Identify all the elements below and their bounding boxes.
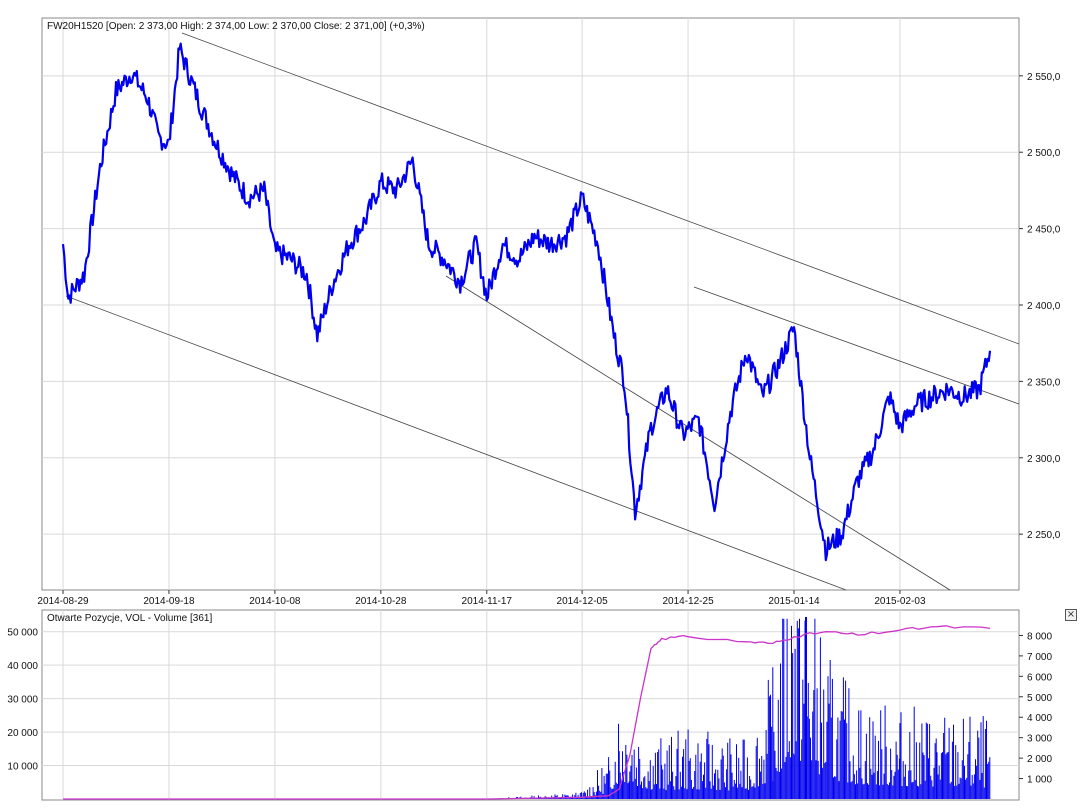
price-x-tick-label: 2014-09-18: [143, 596, 195, 607]
close-icon[interactable]: ×: [1065, 609, 1077, 621]
price-x-tick-label: 2015-02-03: [874, 596, 926, 607]
volume-tick-label: 3 000: [1027, 734, 1052, 745]
trend-line: [445, 275, 951, 591]
price-x-tick-label: 2015-01-14: [768, 596, 820, 607]
price-y-tick-label: 2 400,0: [1027, 301, 1061, 312]
price-x-tick-label: 2014-12-05: [557, 596, 609, 607]
volume-tick-label: 6 000: [1027, 672, 1052, 683]
price-y-tick-label: 2 350,0: [1027, 377, 1061, 388]
price-panel-frame: [41, 17, 1020, 591]
trend-line: [693, 286, 1020, 405]
trend-channel-lines: [65, 32, 1020, 591]
price-x-tick-label: 2014-12-25: [662, 596, 714, 607]
volume-panel-frame: [41, 609, 1020, 801]
open-interest-tick-label: 40 000: [7, 661, 38, 672]
volume-tick-label: 5 000: [1027, 693, 1052, 704]
open-interest-y-axis: 50 000 40 000 30 000 20 000 10 000: [7, 628, 38, 773]
open-interest-tick-label: 10 000: [7, 762, 38, 773]
open-interest-tick-label: 30 000: [7, 695, 38, 706]
price-x-tick-label: 2014-08-29: [37, 596, 89, 607]
trend-line: [65, 295, 847, 591]
price-series: [61, 42, 992, 562]
price-y-tick-label: 2 300,0: [1027, 454, 1061, 465]
volume-tick-label: 4 000: [1027, 713, 1052, 724]
trend-line: [181, 32, 1020, 345]
volume-tick-label: 8 000: [1027, 631, 1052, 642]
open-interest-series: [63, 625, 991, 800]
price-x-tick-label: 2014-10-28: [355, 596, 407, 607]
volume-tick-label: 1 000: [1027, 775, 1052, 786]
price-y-tick-label: 2 550,0: [1027, 72, 1061, 83]
price-x-tick-label: 2014-11-17: [462, 596, 513, 607]
open-interest-line: [63, 625, 991, 800]
volume-y-axis: 8 000 7 000 6 000 5 000 4 000 3 000 2 000 1 000: [1019, 631, 1052, 786]
volume-tick-label: 2 000: [1027, 754, 1052, 765]
open-interest-tick-label: 20 000: [7, 728, 38, 739]
price-grid: [42, 18, 1019, 590]
price-y-tick-label: 2 500,0: [1027, 148, 1061, 159]
price-line: [61, 42, 992, 562]
volume-chart-title: Otwarte Pozycje, VOL - Volume [361]: [47, 613, 212, 624]
price-x-tick-label: 2014-10-08: [249, 596, 301, 607]
price-y-tick-label: 2 450,0: [1027, 225, 1061, 236]
open-interest-tick-label: 50 000: [7, 628, 38, 639]
price-chart-title: FW20H1520 [Open: 2 373,00 High: 2 374,00…: [47, 21, 425, 32]
volume-tick-label: 7 000: [1027, 652, 1052, 663]
volume-grid: [42, 610, 1019, 800]
price-y-tick-label: 2 250,0: [1027, 530, 1061, 541]
price-y-axis: 2 550,0 2 500,0 2 450,0 2 400,0 2 350,0 2 300…: [1019, 72, 1061, 541]
price-x-axis: 2014-08-29 2014-09-18 2014-10-08 2014-10-28…: [37, 590, 926, 607]
